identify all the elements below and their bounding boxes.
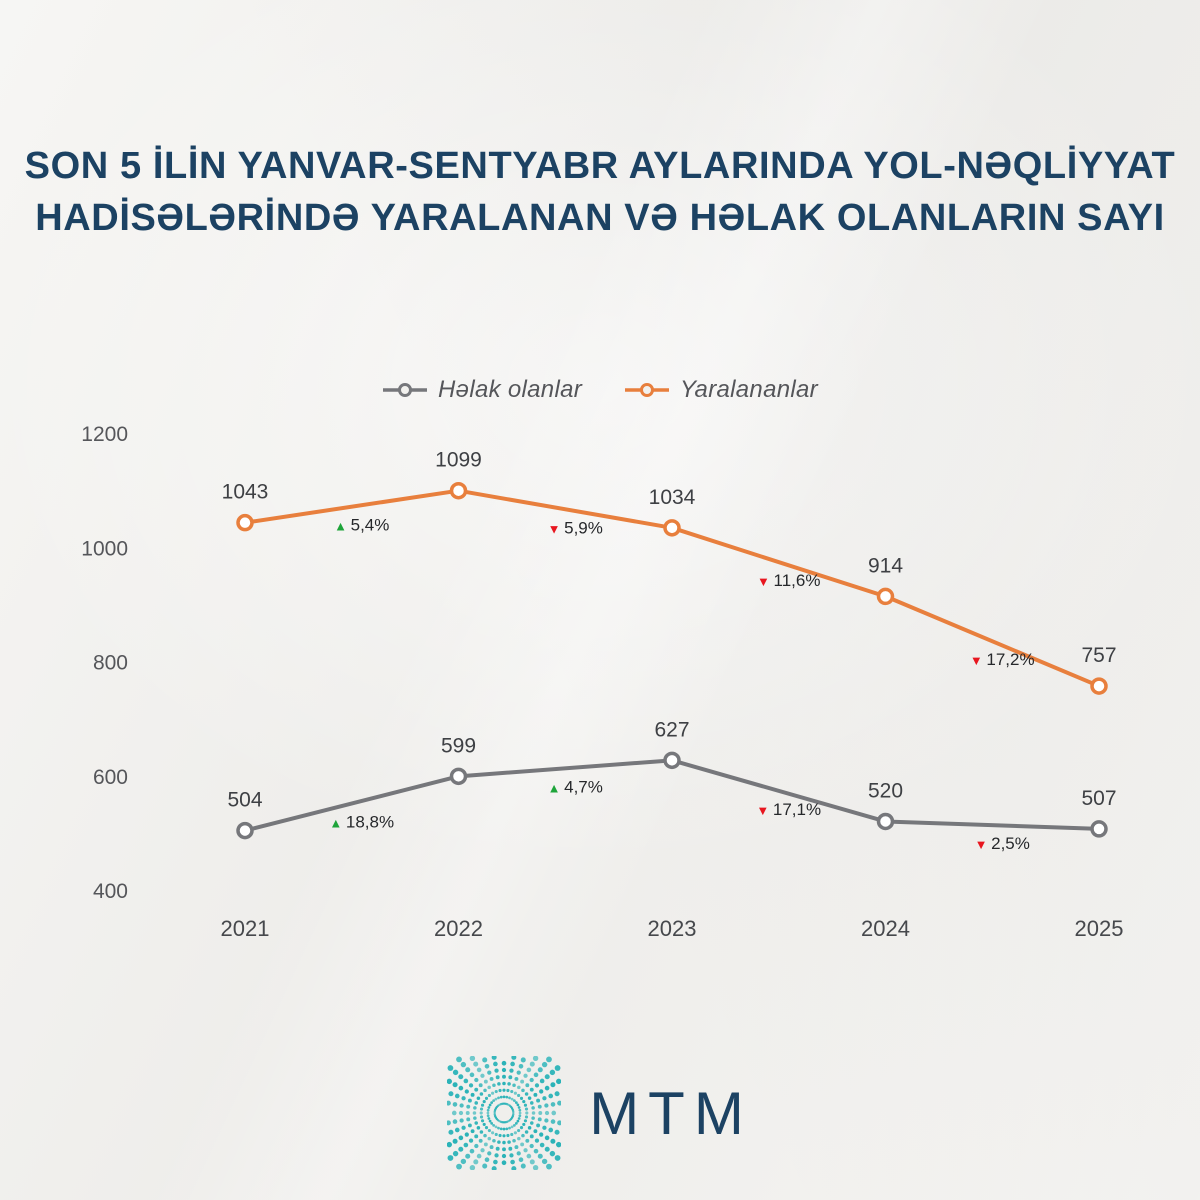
legend-item-helak-olanlar: Həlak olanlar	[382, 376, 582, 404]
mtm-logo-icon	[447, 1056, 562, 1170]
data-point	[876, 812, 895, 831]
value-label: 914	[868, 554, 903, 577]
value-label: 1099	[435, 449, 482, 472]
y-tick-label: 400	[93, 880, 128, 903]
data-point	[876, 587, 895, 606]
mtm-logo: MTM	[0, 1056, 1200, 1170]
value-label: 504	[227, 789, 262, 812]
value-label: 599	[441, 734, 476, 757]
pct-change-label: ▼ 5,9%	[548, 518, 603, 537]
value-label: 757	[1081, 644, 1116, 667]
x-tick-label: 2022	[434, 916, 483, 941]
data-point	[236, 821, 254, 840]
y-tick-label: 800	[93, 652, 128, 675]
pct-change-label: ▼ 11,6%	[757, 571, 820, 590]
mtm-logo-text: MTM	[589, 1079, 753, 1147]
pct-change-label: ▲ 4,7%	[548, 777, 603, 796]
value-label: 520	[868, 779, 903, 802]
value-label: 507	[1081, 787, 1116, 810]
value-label: 1034	[649, 486, 696, 509]
line-marker-icon	[625, 383, 670, 397]
pct-change-label: ▼ 17,2%	[970, 650, 1035, 669]
value-label: 627	[654, 718, 689, 741]
line-marker-icon	[383, 383, 428, 397]
data-point	[236, 513, 254, 532]
data-point	[449, 767, 468, 786]
x-tick-label: 2021	[221, 916, 270, 941]
y-tick-label: 1200	[81, 423, 128, 446]
y-tick-label: 600	[93, 766, 128, 789]
data-point	[663, 519, 681, 537]
x-tick-label: 2025	[1075, 916, 1124, 941]
legend-item-yaralananlar: Yaralananlar	[624, 376, 818, 404]
pct-change-label: ▼ 17,1%	[756, 800, 821, 819]
chart-title-line2: HADİSƏLƏRİNDƏ YARALANAN VƏ HƏLAK OLANLAR…	[35, 197, 1165, 239]
legend-label: Həlak olanlar	[438, 376, 583, 403]
data-point	[1090, 820, 1108, 838]
y-tick-label: 1000	[81, 537, 128, 560]
data-point	[1090, 677, 1108, 695]
data-point	[449, 481, 468, 500]
pct-change-label: ▼ 2,5%	[975, 834, 1030, 853]
legend-label: Yaralananlar	[680, 376, 818, 403]
chart-legend: Həlak olanlar Yaralananlar	[0, 376, 1200, 404]
x-tick-label: 2023	[648, 916, 697, 941]
chart-title-line1: SON 5 İLİN YANVAR-SENTYABR AYLARINDA YOL…	[24, 145, 1176, 187]
pct-change-label: ▲ 18,8%	[329, 812, 394, 831]
chart-title: SON 5 İLİN YANVAR-SENTYABR AYLARINDA YOL…	[0, 140, 1200, 244]
value-label: 1043	[222, 481, 269, 504]
x-tick-label: 2024	[861, 916, 910, 941]
pct-change-label: ▲ 5,4%	[334, 516, 389, 535]
data-point	[663, 751, 681, 770]
